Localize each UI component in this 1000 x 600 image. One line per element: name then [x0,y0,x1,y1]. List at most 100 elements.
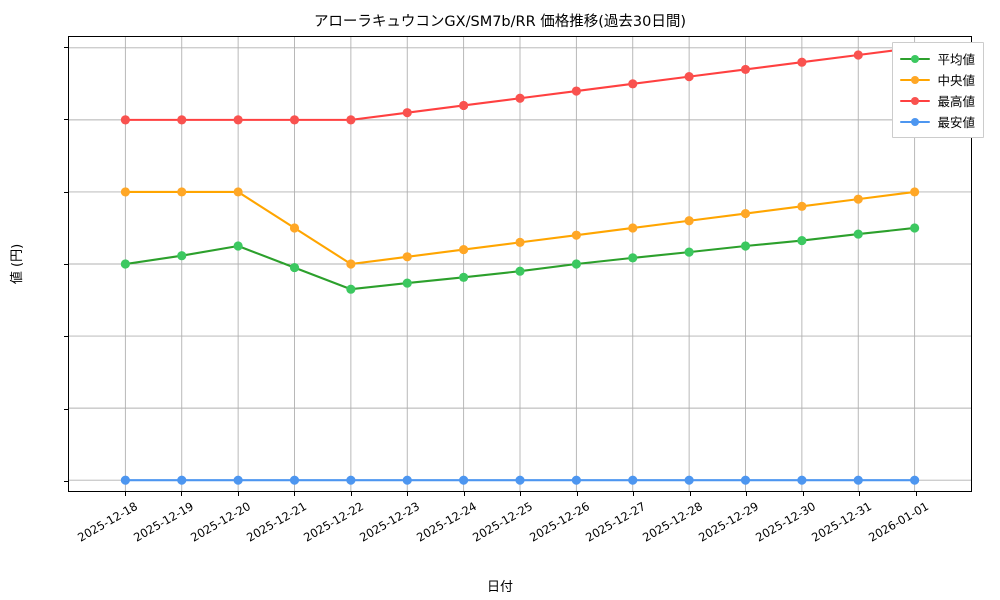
x-tick-mark [463,492,465,496]
data-point-marker [289,475,300,485]
chart-title: アローラキュウコンGX/SM7b/RR 価格推移(過去30日間) [313,14,687,30]
legend-swatch-icon [900,53,931,65]
data-point-marker [346,259,356,269]
data-point-marker [459,475,469,485]
data-point-marker [628,223,638,233]
data-point-marker [120,259,130,269]
data-point-marker [177,115,187,125]
data-point-marker [120,187,130,197]
data-point-marker [684,72,694,82]
data-point-marker [515,266,525,276]
x-tick-mark [407,492,408,496]
x-tick-mark [689,492,691,496]
x-tick-mark [859,492,860,496]
x-tick-mark [237,492,239,496]
data-point-marker [571,230,581,240]
data-point-marker [289,115,300,125]
x-tick-mark [350,492,352,496]
legend-swatch-icon [900,95,931,107]
x-tick-mark [633,492,634,496]
legend-label: 最高値 [937,94,975,109]
data-point-marker [684,216,694,226]
data-point-marker [910,223,920,233]
data-point-marker [346,115,356,125]
legend-item-2[interactable]: 中央値 [900,69,975,90]
data-point-marker [853,50,863,60]
y-tick-mark [64,481,68,483]
x-tick-mark [915,492,917,496]
data-point-marker [571,259,581,269]
x-tick-mark [802,492,804,496]
series-line-3 [124,46,916,121]
y-tick-mark [64,191,68,193]
data-point-marker [515,93,525,103]
data-point-marker [628,79,638,89]
data-series-layer [120,43,920,485]
data-point-marker [289,263,300,273]
legend-label: 中央値 [937,73,975,88]
plot-area [68,36,972,492]
y-tick-mark [64,46,68,48]
data-point-marker [740,475,751,485]
data-point-marker [515,237,525,247]
x-tick-mark [520,492,521,496]
legend-item-4[interactable]: 最安値 [900,111,975,132]
data-point-marker [628,253,638,263]
legend-item-1[interactable]: 平均値 [900,48,975,69]
data-point-marker [740,208,751,219]
data-point-marker [910,475,920,485]
data-point-marker [853,475,863,485]
data-point-marker [910,187,920,197]
data-point-marker [459,272,469,282]
x-tick-mark [124,492,126,496]
data-point-marker [571,86,581,96]
x-tick-mark [294,492,295,496]
legend-label: 最安値 [937,115,975,130]
data-point-marker [402,108,412,118]
data-point-marker [459,245,469,255]
data-point-marker [120,115,130,125]
data-point-marker [740,64,751,75]
data-point-marker [402,475,412,485]
data-point-marker [797,235,807,246]
data-point-marker [346,284,356,294]
data-point-marker [797,57,807,67]
data-point-marker [797,475,807,485]
data-point-marker [177,475,187,485]
legend-item-3[interactable]: 最高値 [900,90,975,111]
data-point-marker [233,475,243,485]
series-line-2 [124,190,916,266]
data-point-marker [740,241,751,251]
legend-label: 平均値 [937,52,975,67]
x-tick-mark [576,492,578,496]
data-point-marker [684,247,694,257]
data-point-marker [515,475,525,485]
x-tick-mark [181,492,182,496]
data-point-marker [628,475,638,485]
data-point-marker [346,475,356,485]
data-point-marker [684,475,694,485]
data-point-marker [853,194,863,204]
data-point-marker [120,475,130,485]
data-point-marker [177,187,187,197]
data-point-marker [571,475,581,485]
y-axis-title: 値 (円) [10,243,25,285]
data-point-marker [853,229,863,239]
y-tick-mark [64,336,68,338]
x-axis-title: 日付 [486,580,513,595]
data-point-marker [797,201,807,211]
data-point-marker [233,115,243,125]
legend-swatch-icon [900,116,931,128]
y-tick-mark [64,119,68,121]
x-tick-mark [746,492,747,496]
data-point-marker [289,223,300,233]
y-tick-mark [64,264,68,265]
legend-swatch-icon [900,74,931,86]
data-point-marker [233,241,243,251]
data-point-marker [233,187,243,197]
data-point-marker [402,252,412,262]
data-point-marker [459,100,469,111]
data-point-marker [402,278,412,288]
y-tick-mark [64,408,68,410]
